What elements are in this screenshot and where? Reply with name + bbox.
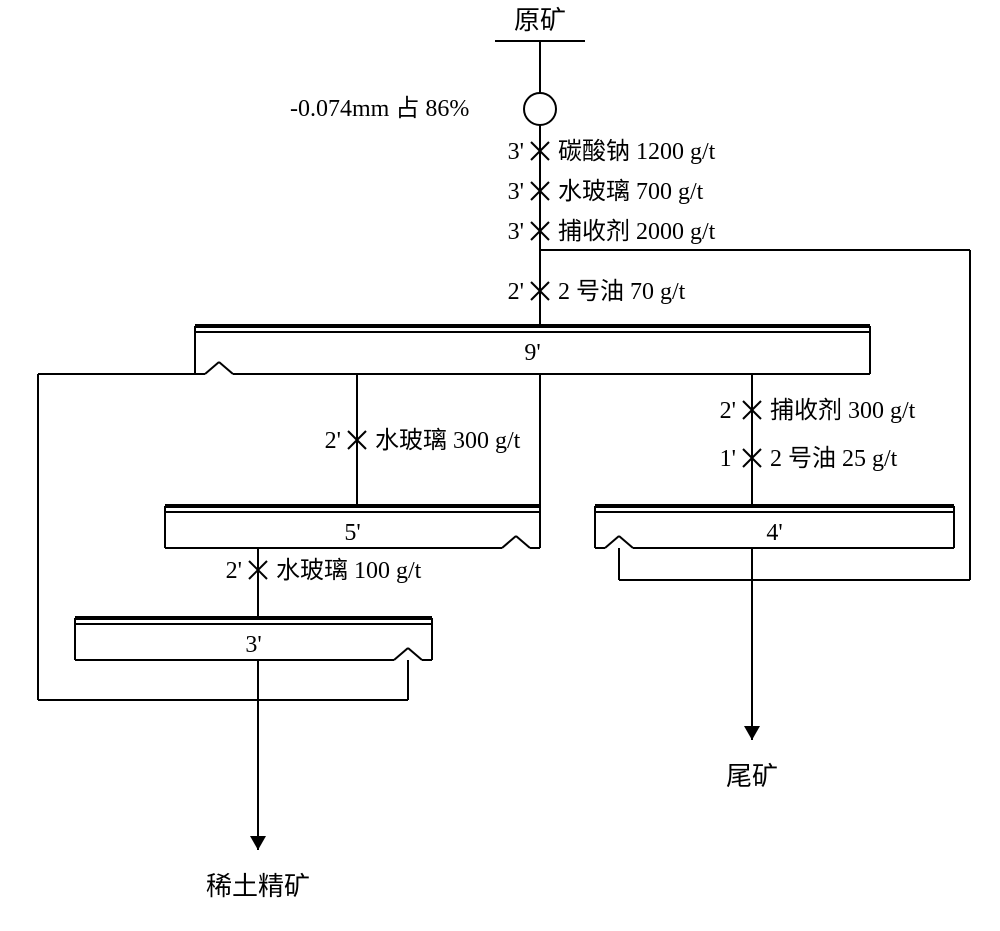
- svg-text:稀土精矿: 稀土精矿: [206, 872, 310, 901]
- svg-text:水玻璃 300 g/t: 水玻璃 300 g/t: [375, 427, 521, 454]
- svg-text:原矿: 原矿: [514, 6, 566, 35]
- svg-text:水玻璃 700 g/t: 水玻璃 700 g/t: [558, 178, 704, 205]
- svg-text:3': 3': [245, 632, 261, 658]
- svg-text:捕收剂 2000 g/t: 捕收剂 2000 g/t: [558, 218, 716, 245]
- svg-text:2': 2': [226, 558, 242, 584]
- svg-text:2': 2': [720, 398, 736, 424]
- svg-text:3': 3': [508, 219, 524, 245]
- svg-text:水玻璃 100 g/t: 水玻璃 100 g/t: [276, 557, 422, 584]
- svg-text:3': 3': [508, 139, 524, 165]
- svg-text:碳酸钠 1200 g/t: 碳酸钠 1200 g/t: [558, 138, 716, 165]
- svg-text:3': 3': [508, 179, 524, 205]
- svg-text:捕收剂 300 g/t: 捕收剂 300 g/t: [770, 397, 916, 424]
- svg-text:2': 2': [325, 428, 341, 454]
- svg-text:4': 4': [766, 520, 782, 546]
- svg-text:-0.074mm 占 86%: -0.074mm 占 86%: [290, 95, 469, 122]
- svg-text:尾矿: 尾矿: [726, 762, 778, 791]
- svg-text:9': 9': [524, 340, 540, 366]
- svg-text:2 号油 25 g/t: 2 号油 25 g/t: [770, 445, 898, 472]
- svg-text:2': 2': [508, 279, 524, 305]
- svg-text:1': 1': [720, 446, 736, 472]
- svg-text:2 号油 70 g/t: 2 号油 70 g/t: [558, 278, 686, 305]
- svg-text:5': 5': [344, 520, 360, 546]
